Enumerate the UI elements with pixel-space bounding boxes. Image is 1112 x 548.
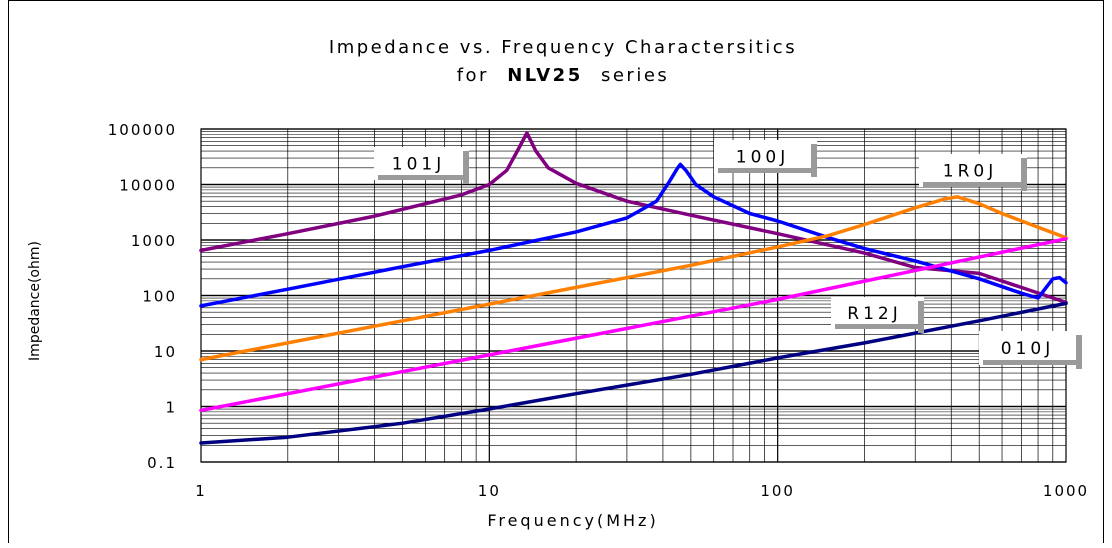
label-background bbox=[979, 331, 1082, 365]
series-label-text: 010J bbox=[1001, 339, 1054, 359]
label-shadow-right bbox=[1076, 335, 1082, 369]
label-shadow-right bbox=[1021, 158, 1027, 191]
label-shadow-right bbox=[463, 151, 469, 184]
x-tick-label: 10 bbox=[478, 482, 501, 500]
chart-frame: Impedance vs. Frequency Charactersitics … bbox=[8, 0, 1104, 543]
chart-title: Impedance vs. Frequency Charactersitics bbox=[329, 37, 797, 58]
x-tick-label: 1 bbox=[195, 482, 207, 500]
plot-area-border bbox=[200, 128, 1067, 463]
series-label-box-100j: 100J bbox=[714, 140, 817, 177]
x-tick-label: 1000 bbox=[1043, 482, 1089, 500]
y-tick-label: 1 bbox=[165, 399, 177, 417]
y-tick-label: 10000 bbox=[119, 177, 177, 195]
series-label-text: 101J bbox=[392, 155, 445, 175]
label-background bbox=[714, 140, 817, 173]
series-line-r12j bbox=[199, 237, 1068, 413]
series-label-box-r12j: R12J bbox=[831, 297, 924, 333]
y-tick-label: 100000 bbox=[108, 121, 177, 139]
y-tick-labels: 0.1 1 10 100 1000 10000 100000 bbox=[108, 121, 177, 472]
x-tick-label: 100 bbox=[760, 482, 795, 500]
x-tick-labels: 1 10 100 1000 bbox=[195, 482, 1089, 500]
x-axis-label: Frequency(MHz) bbox=[487, 511, 658, 530]
label-shadow-bottom bbox=[378, 175, 469, 180]
y-tick-label: 1000 bbox=[131, 232, 177, 250]
label-shadow-bottom bbox=[835, 324, 924, 329]
impedance-chart: Impedance vs. Frequency Charactersitics … bbox=[27, 37, 1089, 530]
y-tick-label: 10 bbox=[154, 343, 177, 361]
subtitle-prefix: for bbox=[457, 65, 489, 86]
label-shadow-bottom bbox=[923, 182, 1027, 187]
label-shadow-bottom bbox=[983, 360, 1082, 365]
series-label-box-010j: 010J bbox=[979, 331, 1082, 369]
label-shadow-right bbox=[811, 144, 817, 177]
series-label-box-101j: 101J bbox=[374, 147, 469, 184]
label-background bbox=[831, 297, 924, 329]
series-line-100j bbox=[199, 162, 1068, 308]
label-shadow-right bbox=[918, 301, 924, 333]
series-line-1r0j bbox=[199, 195, 1068, 362]
subtitle-bold: NLV25 bbox=[507, 65, 583, 86]
label-background bbox=[374, 147, 469, 180]
subtitle-suffix: series bbox=[601, 65, 669, 86]
y-axis-label: Impedance(ohm) bbox=[27, 241, 43, 361]
series-label-text: 1R0J bbox=[943, 162, 997, 182]
label-shadow-bottom bbox=[718, 168, 817, 173]
y-tick-label: 0.1 bbox=[147, 454, 177, 472]
series-label-text: 100J bbox=[736, 148, 789, 168]
series-labels: 101J 100J 1R0J R12J 010J bbox=[374, 140, 1082, 369]
series-label-box-1r0j: 1R0J bbox=[919, 154, 1027, 191]
series-label-text: R12J bbox=[847, 304, 901, 324]
y-tick-label: 100 bbox=[142, 288, 177, 306]
chart-subtitle: for NLV25 series bbox=[457, 65, 670, 86]
label-background bbox=[919, 154, 1027, 187]
